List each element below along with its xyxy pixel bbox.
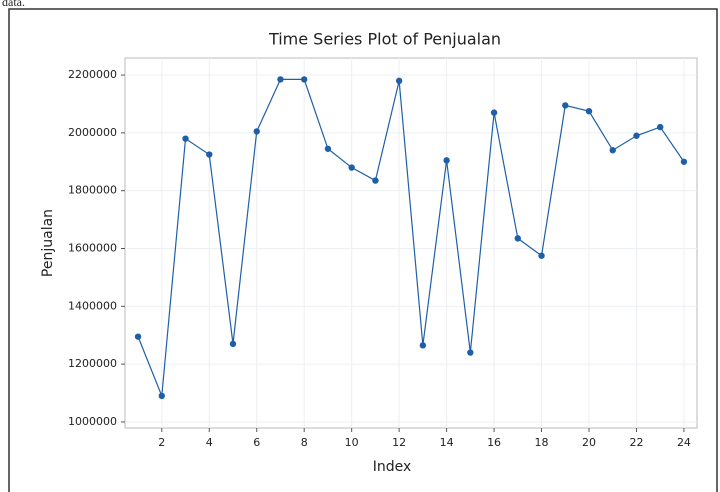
x-tick-label: 2 bbox=[158, 436, 165, 449]
x-tick-label: 22 bbox=[629, 436, 643, 449]
x-tick-label: 18 bbox=[535, 436, 549, 449]
data-point bbox=[134, 333, 142, 340]
x-axis-label: Index bbox=[373, 459, 412, 475]
y-tick-label: 1200000 bbox=[68, 357, 117, 370]
series-line bbox=[137, 78, 685, 397]
data-point bbox=[253, 128, 260, 135]
x-tick-label: 10 bbox=[345, 436, 359, 449]
data-point bbox=[419, 342, 427, 349]
data-point bbox=[277, 76, 284, 83]
x-tick-label: 6 bbox=[253, 436, 260, 449]
y-tick-label: 1600000 bbox=[68, 241, 117, 254]
data-point bbox=[324, 145, 332, 152]
x-tick-label: 16 bbox=[487, 436, 501, 449]
data-point bbox=[348, 164, 355, 171]
data-point bbox=[490, 109, 498, 116]
y-tick-label: 1000000 bbox=[68, 415, 117, 428]
x-tick-label: 14 bbox=[440, 436, 454, 449]
data-point bbox=[680, 158, 688, 165]
data-point bbox=[514, 235, 522, 242]
y-axis-label: Penjualan bbox=[40, 209, 56, 277]
x-tick-label: 24 bbox=[677, 436, 691, 449]
data-point bbox=[229, 340, 237, 348]
data-point bbox=[585, 107, 593, 115]
plot-area bbox=[124, 57, 698, 429]
data-point bbox=[538, 252, 545, 259]
x-tick-label: 4 bbox=[206, 436, 213, 449]
data-point bbox=[372, 177, 379, 184]
x-tick-label: 8 bbox=[301, 436, 308, 449]
chart-title: Time Series Plot of Penjualan bbox=[268, 30, 501, 49]
data-point bbox=[467, 349, 474, 356]
x-tick-label: 12 bbox=[392, 436, 406, 449]
y-tick-label: 1800000 bbox=[68, 184, 117, 197]
data-point bbox=[206, 151, 213, 158]
caption: data. bbox=[2, 0, 25, 9]
data-point bbox=[182, 135, 189, 142]
x-tick-label: 20 bbox=[582, 436, 596, 449]
data-point bbox=[562, 102, 569, 109]
data-point bbox=[633, 132, 640, 139]
y-tick-label: 1400000 bbox=[68, 299, 117, 312]
data-point bbox=[395, 77, 403, 85]
y-tick-label: 2000000 bbox=[68, 126, 117, 139]
y-tick-label: 2200000 bbox=[68, 68, 117, 81]
data-point bbox=[609, 147, 616, 154]
data-point bbox=[300, 76, 308, 83]
data-point bbox=[443, 157, 450, 164]
data-point bbox=[657, 123, 664, 131]
data-point bbox=[158, 392, 165, 400]
